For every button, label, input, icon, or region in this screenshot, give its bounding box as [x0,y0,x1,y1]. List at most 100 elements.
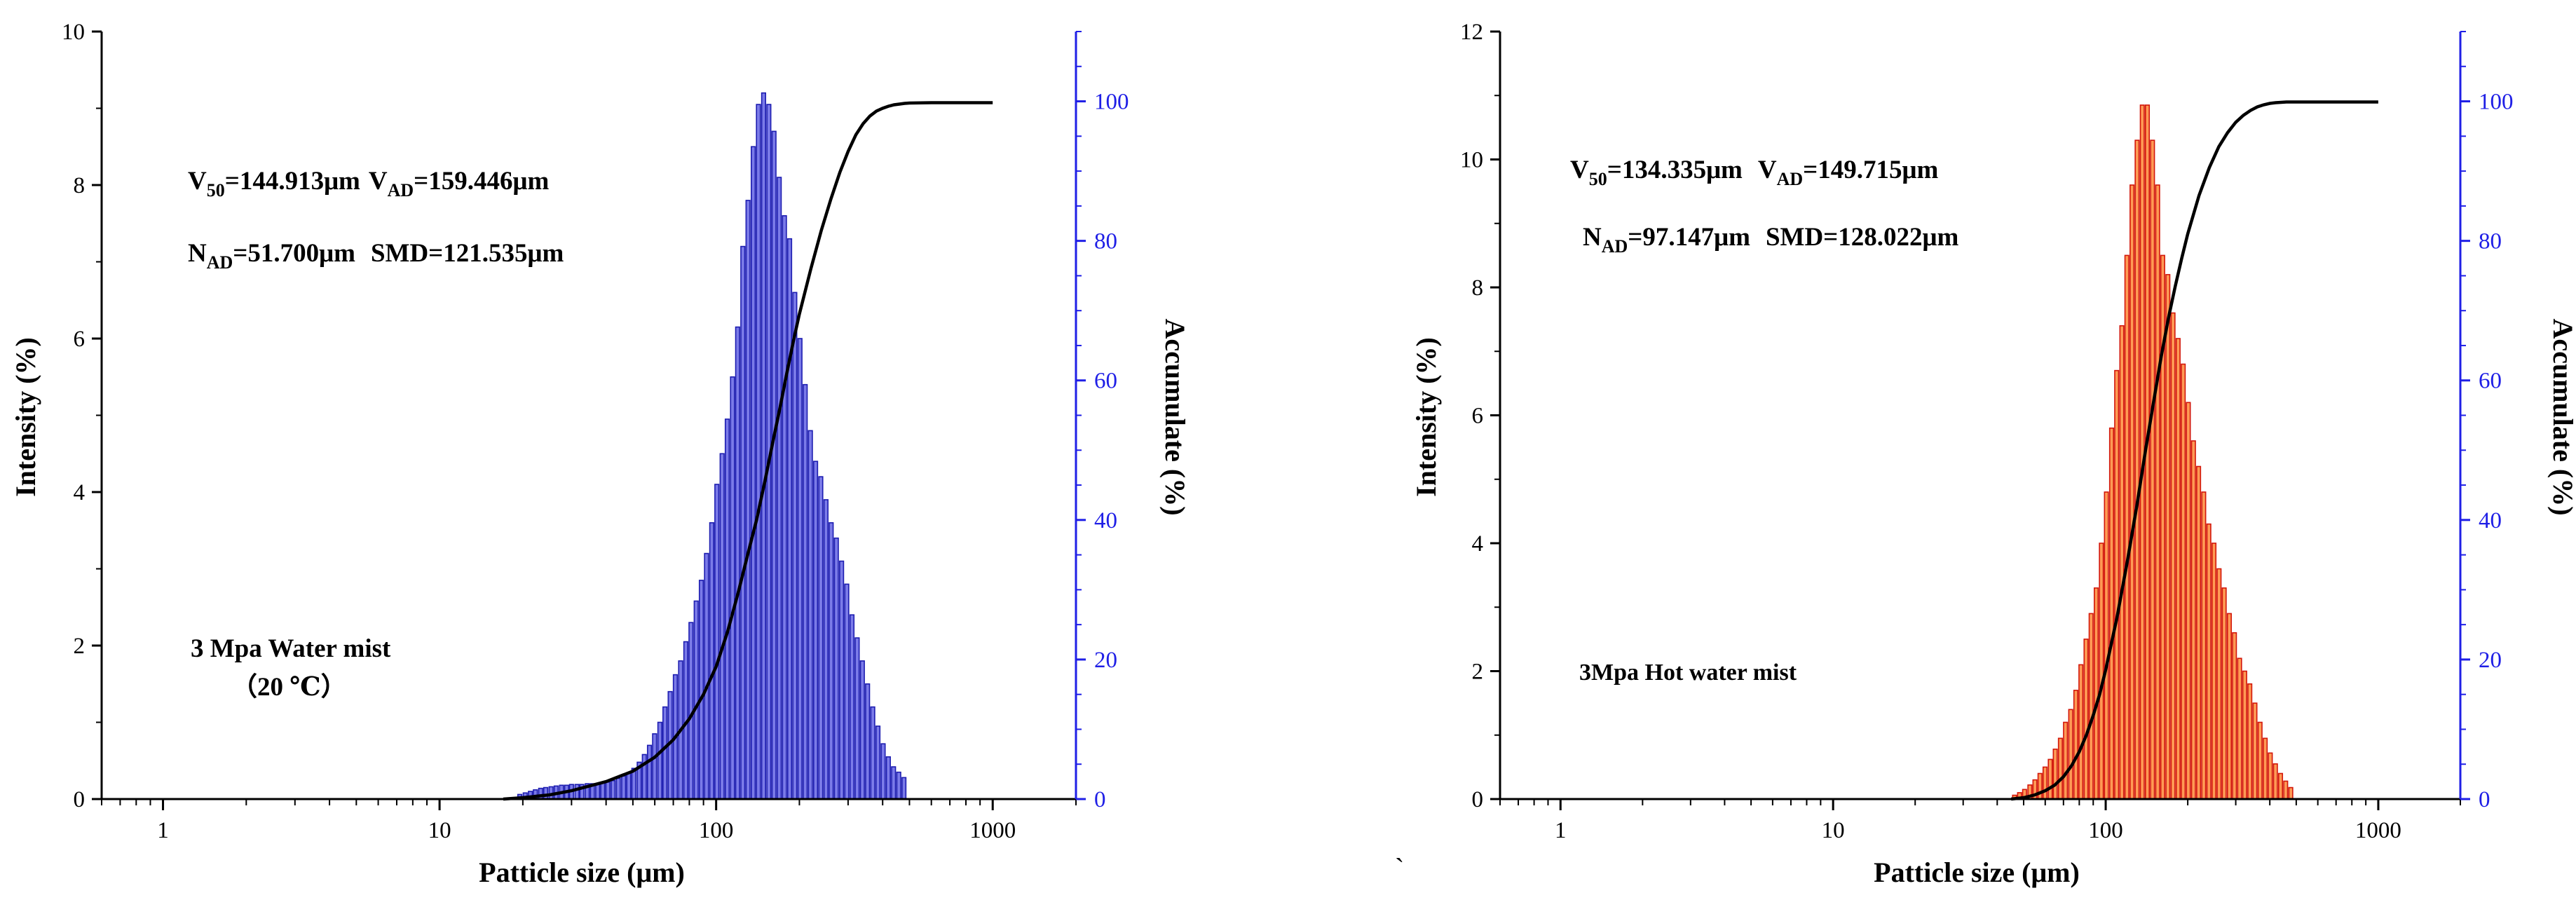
y2-tick-label: 60 [2479,369,2502,394]
x-tick-label: 1000 [969,818,1016,843]
histogram-bar [2175,338,2181,800]
x-tick-label: 1 [157,818,169,843]
right-axes: 1 10 100 1000 0 2 4 6 8 10 12 0 20 40 60 80 100 [1460,20,2514,843]
histogram-bar [2165,273,2171,800]
histogram-bar [896,771,901,800]
histogram-bar [745,200,751,800]
histogram-bar [2083,639,2089,800]
histogram-bar [646,744,653,800]
y-tick-label: 8 [1472,275,1484,301]
right-intensity-bars [2012,104,2294,800]
histogram-bar [2108,427,2114,800]
histogram-bar [2155,184,2160,800]
histogram-bar [735,326,740,800]
histogram-bar [615,777,621,800]
histogram-bar [875,725,881,800]
left-vad-base: V [369,167,388,196]
x-tick-label: 10 [428,818,451,843]
y-tick-label: 2 [74,634,86,659]
histogram-bar [885,756,891,800]
histogram-bar [2093,587,2099,800]
histogram-bar [807,430,813,800]
histogram-bar [2078,664,2084,800]
left-nad-smd-annotation: NAD=51.700μm SMD=121.535μm [188,239,564,273]
x-tick-label: 10 [1822,818,1845,843]
histogram-bar [756,104,761,800]
histogram-bar [2247,683,2253,800]
histogram-bar [2042,766,2048,800]
histogram-bar [2047,758,2053,800]
x-tick-label: 1000 [2355,818,2401,843]
left-cumulative-line [503,101,993,801]
histogram-bar [797,338,803,800]
histogram-bar [844,583,850,800]
histogram-bar [2170,312,2176,800]
left-x-axis-title: Patticle size (μm) [479,857,685,888]
left-v50-value: =144.913μm [225,167,360,196]
histogram-bar [786,238,793,800]
histogram-bar [854,637,860,800]
histogram-bar [611,779,616,800]
y-tick-label: 8 [74,173,86,198]
left-nad-base: N [188,239,207,268]
histogram-bar [2206,523,2212,800]
histogram-bar [803,383,808,800]
histogram-bar [2283,780,2289,800]
y2-tick-label: 20 [2479,648,2502,673]
histogram-bar [2068,709,2073,800]
histogram-bar [2268,752,2273,800]
right-v50-base: V [1570,156,1589,184]
histogram-bar [693,600,699,800]
histogram-bar [2216,568,2222,800]
histogram-bar [2232,632,2237,800]
y-tick-label: 10 [62,20,85,45]
histogram-bar [771,130,777,800]
histogram-bar [709,521,714,800]
histogram-bar [880,743,886,800]
histogram-bar [2277,772,2284,800]
left-v50-vad-annotation: V50=144.913μm VAD=159.446μm [188,167,549,200]
histogram-bar [2114,369,2120,800]
histogram-bar [823,499,829,800]
histogram-bar [2129,184,2135,800]
histogram-bar [2057,737,2063,800]
y2-tick-label: 40 [2479,508,2502,533]
histogram-bar [740,245,746,800]
left-y2-axis-title: Accumulate (%) [1159,318,1191,515]
right-chart-panel: 1 10 100 1000 0 2 4 6 8 10 12 0 20 40 60 80 100 Patticle… [1410,20,2576,888]
histogram-bar [626,772,632,800]
histogram-bar [2124,254,2129,800]
left-condition-temp: （20 ℃） [231,672,347,702]
left-vad-value: =159.446μm [414,167,549,196]
y2-tick-label: 60 [1094,369,1117,394]
histogram-bar [839,560,845,800]
histogram-bar [600,782,606,800]
left-nad-sub: AD [207,252,233,273]
histogram-bar [2242,670,2247,800]
right-nad-value: =97.147μm [1628,223,1750,252]
y2-tick-label: 100 [1094,90,1129,115]
histogram-bar [543,786,549,800]
histogram-bar [849,614,855,800]
histogram-bar [2052,749,2058,800]
left-intensity-bars [517,92,907,800]
histogram-bar [724,418,730,800]
left-vad-sub: AD [388,180,414,200]
y-tick-label: 10 [1460,148,1483,173]
histogram-bar [605,782,611,800]
histogram-bar [574,784,580,800]
histogram-bar [865,683,871,800]
y2-tick-label: 0 [2479,787,2490,812]
right-smd: SMD=128.022μm [1766,223,1959,252]
y-tick-label: 6 [74,327,86,352]
histogram-bar [2272,763,2278,800]
histogram-bar [761,92,767,800]
y-tick-label: 0 [1472,787,1484,812]
histogram-bar [2150,139,2155,800]
y2-tick-label: 0 [1094,787,1106,812]
right-vad-sub: AD [1777,169,1804,189]
histogram-bar [818,476,824,800]
histogram-bar [751,146,756,800]
